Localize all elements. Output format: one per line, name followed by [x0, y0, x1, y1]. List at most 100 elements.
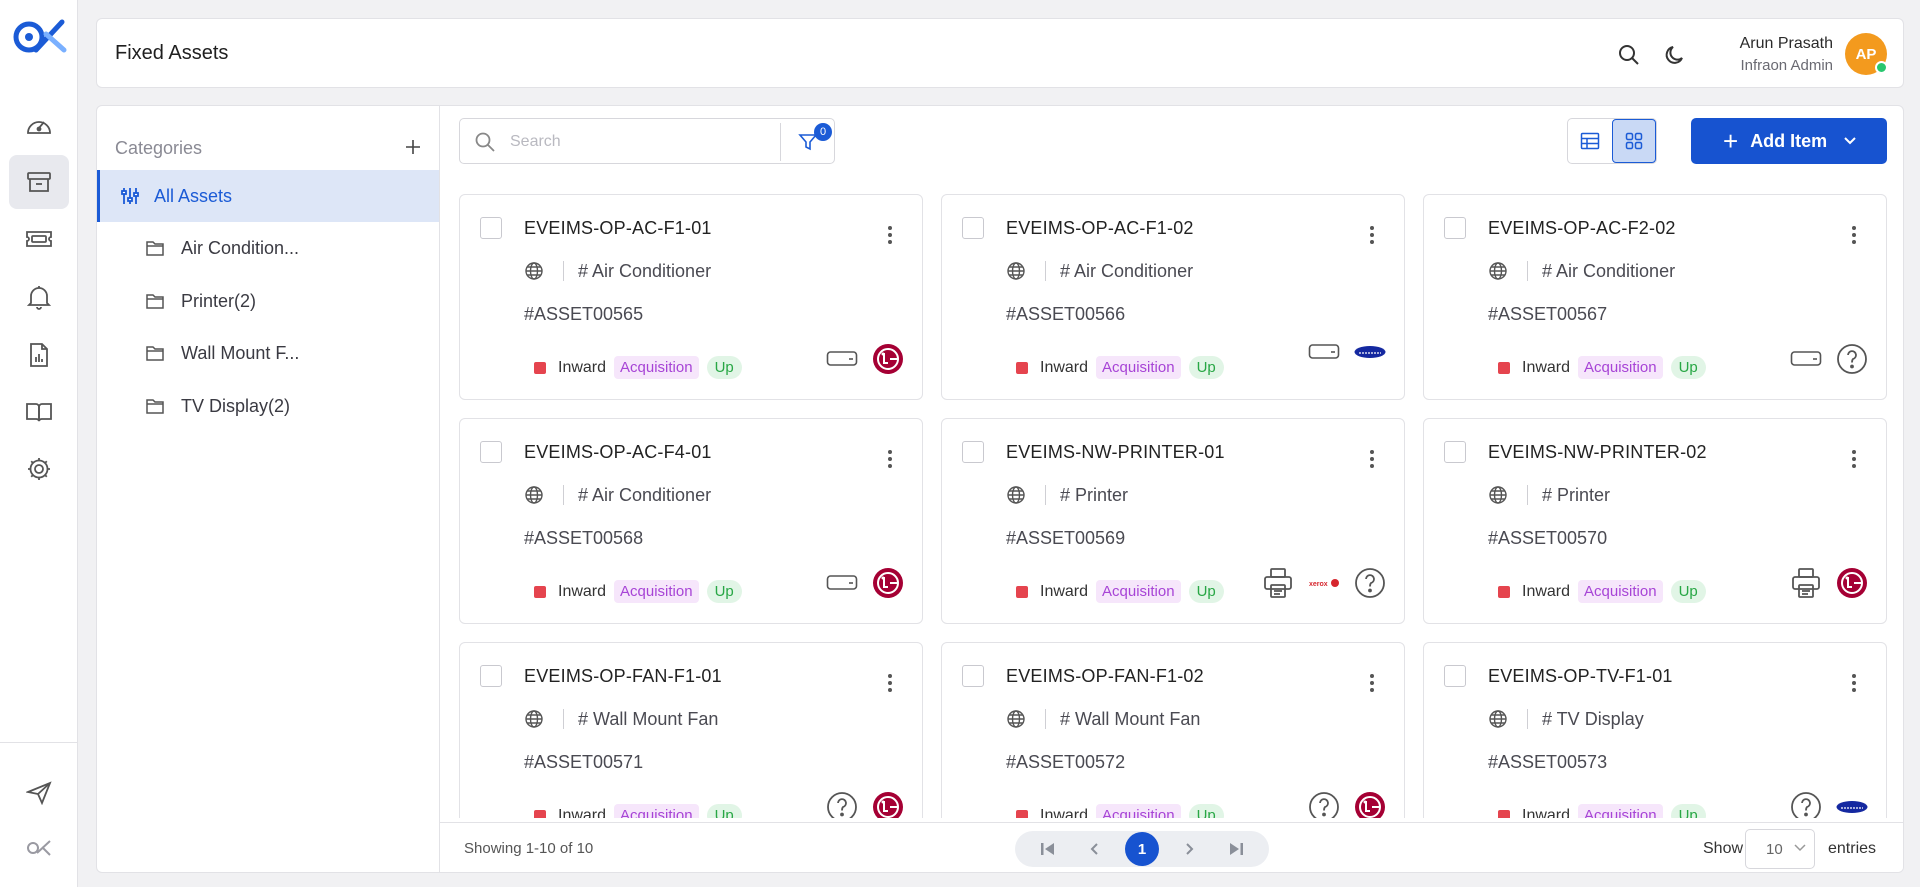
add-item-button[interactable]: + Add Item: [1691, 118, 1887, 164]
category-all-label: All Assets: [154, 185, 233, 206]
add-category-button[interactable]: [400, 134, 426, 160]
category-all-assets[interactable]: All Assets: [97, 170, 439, 222]
search-input[interactable]: [510, 129, 760, 155]
asset-code: #ASSET00573: [1488, 752, 1608, 772]
asset-code: #ASSET00566: [1006, 304, 1126, 324]
asset-select-checkbox[interactable]: [1444, 441, 1466, 463]
current-page-button[interactable]: 1: [1125, 832, 1159, 866]
asset-card[interactable]: EVEIMS-OP-AC-F2-02 # Air Conditioner #ASSE…: [1423, 194, 1887, 400]
asset-code: #ASSET00565: [524, 304, 644, 324]
more-options-icon[interactable]: [1844, 447, 1864, 471]
more-options-icon[interactable]: [1362, 671, 1382, 695]
nav-rail: [0, 0, 78, 887]
acquisition-badge: Acquisition: [1096, 356, 1181, 379]
category-item-air-conditioner[interactable]: Air Condition...: [145, 233, 299, 263]
dashboard-icon[interactable]: [9, 98, 69, 152]
asset-card[interactable]: EVEIMS-OP-AC-F4-01 # Air Conditioner #ASSE…: [459, 418, 923, 624]
asset-card[interactable]: EVEIMS-OP-AC-F1-01 # Air Conditioner #ASSE…: [459, 194, 923, 400]
view-toggle: [1567, 118, 1657, 164]
lg-logo-icon: [1836, 567, 1868, 604]
asset-name[interactable]: EVEIMS-OP-AC-F1-02: [1006, 218, 1194, 238]
printer-icon: [1262, 567, 1294, 604]
asset-card[interactable]: EVEIMS-OP-FAN-F1-02 # Wall Mount Fan #ASSE…: [941, 642, 1405, 818]
more-options-icon[interactable]: [880, 671, 900, 695]
more-options-icon[interactable]: [880, 223, 900, 247]
more-options-icon[interactable]: [1362, 223, 1382, 247]
asset-card[interactable]: EVEIMS-OP-TV-F1-01 # TV Display #ASSET0057…: [1423, 642, 1887, 818]
asset-card[interactable]: EVEIMS-OP-FAN-F1-01 # Wall Mount Fan #ASSE…: [459, 642, 923, 818]
field-divider: [563, 709, 564, 729]
category-item-label: Wall Mount F...: [181, 342, 300, 363]
report-icon[interactable]: [9, 328, 69, 382]
grid-view-button[interactable]: [1611, 119, 1656, 163]
category-item-wall-mount-fan[interactable]: Wall Mount F...: [145, 338, 299, 368]
asset-card[interactable]: EVEIMS-NW-PRINTER-02 # Printer #ASSET00570…: [1423, 418, 1887, 624]
asset-select-checkbox[interactable]: [1444, 217, 1466, 239]
infraon-logo[interactable]: [10, 16, 70, 56]
field-divider: [1527, 709, 1528, 729]
asset-code: #ASSET00570: [1488, 528, 1608, 548]
status-badge: Up: [706, 804, 742, 818]
unknown-vendor-icon: [1308, 791, 1340, 818]
asset-name[interactable]: EVEIMS-OP-FAN-F1-01: [524, 666, 722, 686]
last-page-button[interactable]: [1221, 834, 1251, 864]
status-dot: [1498, 809, 1510, 818]
field-divider: [1527, 485, 1528, 505]
asset-state: Inward: [1522, 582, 1571, 600]
chevron-down-icon: [1794, 844, 1806, 852]
asset-card[interactable]: EVEIMS-NW-PRINTER-01 # Printer #ASSET00569…: [941, 418, 1405, 624]
user-info[interactable]: Arun Prasath Infraon Admin: [1740, 35, 1833, 74]
asset-code: #ASSET00572: [1006, 752, 1126, 772]
asset-icons: [1790, 567, 1868, 604]
asset-name[interactable]: EVEIMS-OP-AC-F1-01: [524, 218, 712, 238]
asset-name[interactable]: EVEIMS-OP-FAN-F1-02: [1006, 666, 1204, 686]
ticket-icon[interactable]: [9, 212, 69, 266]
table-view-button[interactable]: [1568, 119, 1612, 163]
more-options-icon[interactable]: [880, 447, 900, 471]
more-options-icon[interactable]: [1844, 223, 1864, 247]
category-item-printer[interactable]: Printer(2): [145, 286, 256, 316]
acquisition-badge: Acquisition: [1096, 804, 1181, 818]
unknown-vendor-icon: [1790, 791, 1822, 818]
asset-name[interactable]: EVEIMS-OP-AC-F4-01: [524, 442, 712, 462]
top-header: Fixed Assets Arun Prasath Infraon Admin …: [96, 18, 1904, 88]
user-name: Arun Prasath: [1739, 35, 1833, 52]
more-options-icon[interactable]: [1362, 447, 1382, 471]
asset-category: # Air Conditioner: [1542, 261, 1676, 281]
asset-select-checkbox[interactable]: [962, 665, 984, 687]
dark-mode-moon-icon[interactable]: [1661, 41, 1689, 69]
main-panel: Categories All Assets Air Condition... P…: [96, 105, 1904, 873]
avatar[interactable]: AP: [1845, 33, 1888, 75]
category-item-tv-display[interactable]: TV Display(2): [145, 391, 290, 421]
asset-select-checkbox[interactable]: [1444, 665, 1466, 687]
asset-select-checkbox[interactable]: [480, 665, 502, 687]
bell-icon[interactable]: [9, 270, 69, 324]
asset-select-checkbox[interactable]: [962, 441, 984, 463]
lg-logo-icon: [1354, 791, 1386, 818]
asset-name[interactable]: EVEIMS-OP-AC-F2-02: [1488, 218, 1676, 238]
asset-name[interactable]: EVEIMS-NW-PRINTER-02: [1488, 442, 1707, 462]
prev-page-button[interactable]: [1079, 834, 1109, 864]
folder-icon: [146, 241, 164, 256]
next-page-button[interactable]: [1175, 834, 1205, 864]
asset-card[interactable]: EVEIMS-OP-AC-F1-02 # Air Conditioner #ASSE…: [941, 194, 1405, 400]
asset-select-checkbox[interactable]: [480, 217, 502, 239]
search-icon[interactable]: [1615, 41, 1643, 69]
book-icon[interactable]: [9, 385, 69, 439]
assets-archive-icon[interactable]: [9, 155, 69, 209]
first-page-button[interactable]: [1033, 834, 1063, 864]
asset-name[interactable]: EVEIMS-OP-TV-F1-01: [1488, 666, 1673, 686]
globe-icon: [1006, 485, 1026, 510]
status-badge: Up: [1188, 356, 1224, 379]
pagination-footer: Showing 1-10 of 10 1 Show 10 entries: [440, 822, 1903, 872]
page-size-select[interactable]: 10: [1745, 829, 1815, 869]
asset-name[interactable]: EVEIMS-NW-PRINTER-01: [1006, 442, 1225, 462]
asset-select-checkbox[interactable]: [480, 441, 502, 463]
asset-category: # Printer: [1542, 485, 1611, 505]
globe-icon: [1488, 261, 1508, 286]
more-options-icon[interactable]: [1844, 671, 1864, 695]
status-badge: Up: [1188, 804, 1224, 818]
gear-icon[interactable]: [9, 442, 69, 496]
asset-select-checkbox[interactable]: [962, 217, 984, 239]
send-icon[interactable]: [9, 766, 69, 820]
